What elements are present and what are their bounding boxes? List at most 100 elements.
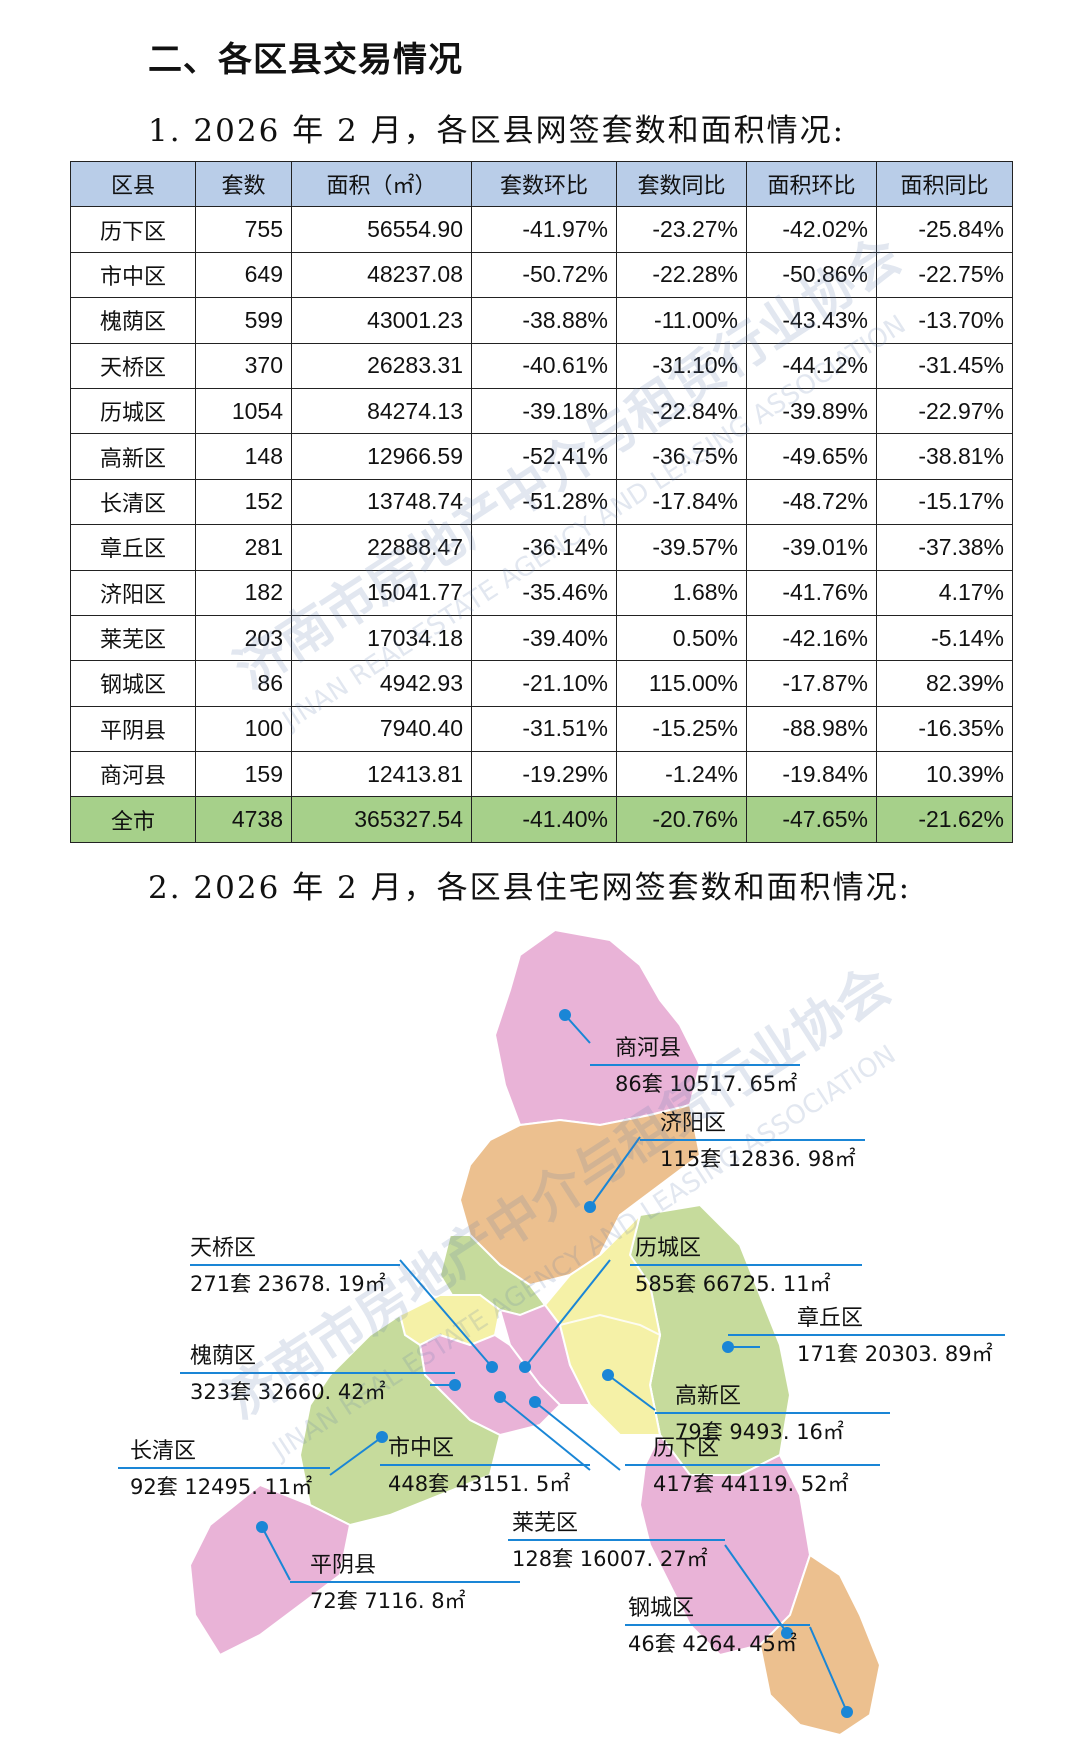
cell-units-yoy: -36.75% xyxy=(616,433,747,480)
cell-units: 100 xyxy=(195,705,292,753)
cell-area-mom: -17.87% xyxy=(746,660,877,707)
cell-area: 4942.93 xyxy=(291,660,472,707)
cell-area-mom: -19.84% xyxy=(746,751,877,798)
cell-units-yoy: -22.28% xyxy=(616,251,747,299)
table-row: 天桥区 370 26283.31 -40.61% -31.10% -44.12% -31.4… xyxy=(70,342,1013,389)
table-row: 章丘区 281 22888.47 -36.14% -39.57% -39.01% -37.3… xyxy=(70,524,1013,571)
map-label-value: 271套 23678. 19㎡ xyxy=(190,1272,386,1296)
cell-district: 高新区 xyxy=(70,433,196,480)
cell-units-yoy: 0.50% xyxy=(616,614,747,662)
map-label-value: 46套 4264. 45㎡ xyxy=(628,1632,797,1656)
cell-units: 148 xyxy=(195,433,292,480)
cell-area-yoy: -16.35% xyxy=(876,705,1013,753)
cell-district: 天桥区 xyxy=(70,342,196,389)
cell-area-yoy: -5.14% xyxy=(876,614,1013,662)
col-header-area-yoy: 面积同比 xyxy=(876,160,1013,208)
cell-area: 12966.59 xyxy=(291,433,472,480)
map-marker-dot xyxy=(494,1391,506,1403)
col-header-area: 面积（㎡） xyxy=(291,160,472,208)
table-row: 长清区 152 13748.74 -51.28% -17.84% -48.72% -15.1… xyxy=(70,478,1013,526)
cell-area-mom: -41.76% xyxy=(746,569,877,616)
map-leader-line xyxy=(534,1401,621,1471)
map-label-value: 115套 12836. 98㎡ xyxy=(660,1147,856,1171)
map-marker-dot xyxy=(602,1369,614,1381)
cell-units-mom: -51.28% xyxy=(471,478,617,526)
cell-area-mom: -48.72% xyxy=(746,478,877,526)
cell-area-mom: -43.43% xyxy=(746,297,877,344)
map-leader-line xyxy=(809,1626,848,1713)
map-marker-dot xyxy=(256,1521,268,1533)
total-units: 4738 xyxy=(195,796,292,843)
cell-area-yoy: -37.38% xyxy=(876,524,1013,571)
map-label-name: 历下区 xyxy=(653,1436,719,1461)
map-marker-dot xyxy=(841,1706,853,1718)
cell-units-yoy: -17.84% xyxy=(616,478,747,526)
map-label-name: 长清区 xyxy=(130,1439,196,1464)
cell-units-mom: -35.46% xyxy=(471,569,617,616)
cell-area-yoy: -38.81% xyxy=(876,433,1013,480)
table-row: 市中区 649 48237.08 -50.72% -22.28% -50.86% -22.7… xyxy=(70,251,1013,299)
cell-units-mom: -31.51% xyxy=(471,705,617,753)
map-label-value: 323套 32660. 42㎡ xyxy=(190,1380,386,1404)
map-leader-line xyxy=(724,1544,788,1634)
map-marker-dot xyxy=(559,1009,571,1021)
map-label-name: 章丘区 xyxy=(797,1306,863,1331)
map-label-value: 86套 10517. 65㎡ xyxy=(615,1072,797,1096)
map-label-name: 市中区 xyxy=(388,1436,454,1461)
cell-units-yoy: -23.27% xyxy=(616,206,747,253)
cell-district: 钢城区 xyxy=(70,660,196,707)
cell-units: 370 xyxy=(195,342,292,389)
cell-units-yoy: 115.00% xyxy=(616,660,747,707)
cell-units: 649 xyxy=(195,251,292,299)
map-label-name: 高新区 xyxy=(675,1384,741,1409)
cell-area: 15041.77 xyxy=(291,569,472,616)
cell-units: 281 xyxy=(195,524,292,571)
map-leader-line xyxy=(607,1374,656,1411)
cell-units: 755 xyxy=(195,206,292,253)
cell-district: 商河县 xyxy=(70,751,196,798)
col-header-district: 区县 xyxy=(70,160,196,208)
table-row: 平阴县 100 7940.40 -31.51% -15.25% -88.98% -16.35… xyxy=(70,705,1013,753)
cell-area-mom: -42.16% xyxy=(746,614,877,662)
map-label-value: 79套 9493. 16㎡ xyxy=(675,1420,844,1444)
cell-area: 17034.18 xyxy=(291,614,472,662)
cell-area-yoy: -15.17% xyxy=(876,478,1013,526)
cell-units: 203 xyxy=(195,614,292,662)
cell-units-yoy: -22.84% xyxy=(616,387,747,435)
map-label-name: 历城区 xyxy=(635,1236,701,1261)
map-leader-line xyxy=(564,1014,591,1044)
map-label-value: 92套 12495. 11㎡ xyxy=(130,1475,312,1499)
cell-area-mom: -39.01% xyxy=(746,524,877,571)
table-total-row: 全市 4738 365327.54 -41.40% -20.76% -47.65% -21.… xyxy=(70,796,1013,843)
cell-district: 历城区 xyxy=(70,387,196,435)
cell-units-yoy: -11.00% xyxy=(616,297,747,344)
map-label-name: 济阳区 xyxy=(660,1111,726,1136)
cell-area: 22888.47 xyxy=(291,524,472,571)
cell-district: 平阴县 xyxy=(70,705,196,753)
cell-district: 槐荫区 xyxy=(70,297,196,344)
map-label-name: 钢城区 xyxy=(628,1596,694,1621)
map-leader-line xyxy=(329,1436,383,1476)
cell-area: 7940.40 xyxy=(291,705,472,753)
cell-area-mom: -42.02% xyxy=(746,206,877,253)
table-row: 历城区 1054 84274.13 -39.18% -22.84% -39.89% -22.… xyxy=(70,387,1013,435)
cell-units-mom: -39.40% xyxy=(471,614,617,662)
map-subheading: 2. 2026 年 2 月，各区县住宅网签套数和面积情况: xyxy=(148,870,912,906)
map-leader-line xyxy=(524,1259,611,1368)
map-marker-dot xyxy=(529,1396,541,1408)
map-label-value: 171套 20303. 89㎡ xyxy=(797,1342,993,1366)
cell-district: 长清区 xyxy=(70,478,196,526)
table-row: 钢城区 86 4942.93 -21.10% 115.00% -17.87% 82.39% xyxy=(70,660,1013,707)
map-marker-dot xyxy=(376,1431,388,1443)
cell-area-yoy: -22.75% xyxy=(876,251,1013,299)
cell-units-mom: -41.97% xyxy=(471,206,617,253)
map-region-changqing xyxy=(298,1313,502,1527)
cell-area-mom: -49.65% xyxy=(746,433,877,480)
cell-area-yoy: -22.97% xyxy=(876,387,1013,435)
map-marker-dot xyxy=(584,1201,596,1213)
total-area-mom: -47.65% xyxy=(746,796,877,843)
cell-area: 43001.23 xyxy=(291,297,472,344)
table-row: 高新区 148 12966.59 -52.41% -36.75% -49.65% -38.8… xyxy=(70,433,1013,480)
cell-units-mom: -50.72% xyxy=(471,251,617,299)
cell-area: 84274.13 xyxy=(291,387,472,435)
